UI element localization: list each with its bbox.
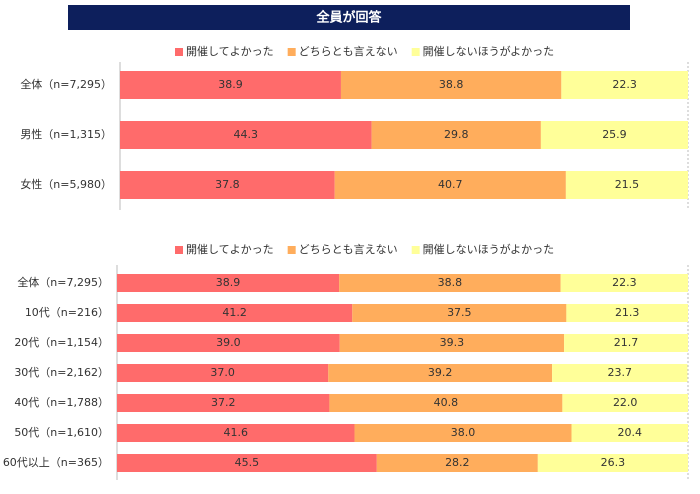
data-label: 44.3 (234, 128, 259, 141)
bar-segment (339, 334, 565, 352)
data-label: 29.8 (444, 128, 469, 141)
data-label: 39.3 (440, 336, 465, 349)
data-label: 25.9 (602, 128, 627, 141)
bar-segment (564, 334, 688, 352)
data-label: 21.5 (615, 178, 640, 191)
y-tick-label: 20代（n=1,154） (14, 336, 109, 349)
legend-label: どちらとも言えない (299, 45, 398, 58)
bar-segment (117, 364, 329, 382)
data-label: 40.7 (438, 178, 463, 191)
bar-segment (329, 394, 563, 412)
data-label: 22.3 (612, 78, 637, 91)
data-label: 38.9 (216, 276, 241, 289)
bar-segment (540, 121, 688, 149)
bar-segment (120, 71, 341, 99)
bar-segment (552, 364, 688, 382)
data-label: 21.7 (614, 336, 639, 349)
data-label: 38.8 (439, 78, 464, 91)
data-label: 41.6 (224, 426, 249, 439)
legend-swatch (287, 246, 296, 254)
legend-label: 開催してよかった (186, 242, 274, 256)
data-label: 20.4 (618, 426, 643, 439)
data-label: 22.0 (613, 396, 638, 409)
bar-segment (352, 304, 567, 322)
bar-segment (354, 424, 572, 442)
bar-segment (371, 121, 541, 149)
data-label: 41.2 (222, 306, 247, 319)
bar-segment (562, 394, 688, 412)
bar-segment (339, 274, 561, 292)
y-tick-label: 男性（n=1,315） (20, 127, 112, 141)
y-tick-label: 10代（n=216） (25, 306, 109, 319)
bar-segment (117, 274, 340, 292)
bar-segment (340, 71, 562, 99)
data-label: 37.2 (211, 396, 236, 409)
bar-segment (117, 334, 340, 352)
bar-segment (566, 304, 688, 322)
legend-label: 開催しないほうがよかった (423, 44, 554, 58)
y-tick-label: 40代（n=1,788） (14, 396, 109, 409)
data-label: 38.9 (218, 78, 243, 91)
data-label: 37.0 (210, 366, 235, 379)
y-tick-label: 30代（n=2,162） (14, 366, 109, 379)
bar-segment (117, 394, 330, 412)
banner-title: 全員が回答 (315, 10, 382, 26)
data-label: 45.5 (235, 456, 260, 469)
bar-segment (117, 424, 355, 442)
data-label: 37.8 (215, 178, 240, 191)
data-label: 38.8 (438, 276, 463, 289)
y-tick-label: 50代（n=1,610） (14, 426, 109, 439)
data-label: 28.2 (445, 456, 470, 469)
legend-label: どちらとも言えない (299, 243, 398, 256)
data-label: 23.7 (608, 366, 633, 379)
bar-segment (560, 274, 688, 292)
data-label: 22.3 (612, 276, 637, 289)
bar-segment (334, 171, 566, 199)
bar-segment (117, 304, 353, 322)
bar-segment (571, 424, 688, 442)
legend-swatch (411, 48, 420, 56)
legend-label: 開催しないほうがよかった (423, 242, 554, 256)
banner (68, 5, 630, 30)
data-label: 39.2 (428, 366, 453, 379)
bar-segment (376, 454, 538, 472)
legend-swatch (175, 246, 183, 254)
data-label: 38.0 (451, 426, 476, 439)
data-label: 21.3 (615, 306, 640, 319)
data-label: 37.5 (447, 306, 472, 319)
legend-label: 開催してよかった (186, 44, 274, 58)
legend-swatch (287, 48, 296, 56)
bar-segment (120, 121, 372, 149)
y-tick-label: 女性（n=5,980） (20, 177, 112, 191)
bar-segment (561, 71, 688, 99)
data-label: 26.3 (601, 456, 626, 469)
bar-segment (328, 364, 553, 382)
bar-segment (120, 171, 335, 199)
data-label: 39.0 (216, 336, 241, 349)
y-tick-label: 全体（n=7,295） (17, 275, 109, 289)
y-tick-label: 全体（n=7,295） (20, 77, 112, 91)
bar-segment (565, 171, 688, 199)
y-tick-label: 60代以上（n=365） (3, 456, 109, 469)
data-label: 40.8 (434, 396, 459, 409)
bar-segment (537, 454, 688, 472)
legend-swatch (411, 246, 420, 254)
legend-swatch (175, 48, 183, 56)
bar-segment (117, 454, 377, 472)
